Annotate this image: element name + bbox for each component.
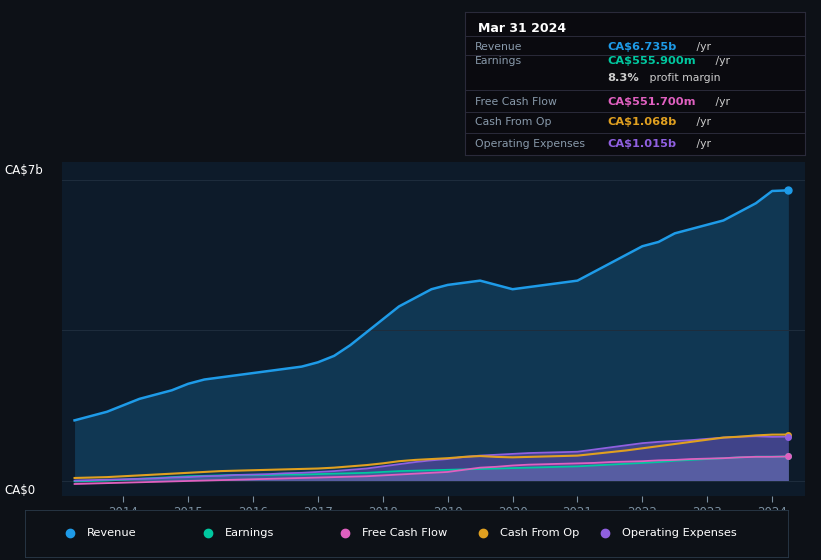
Text: CA$551.700m: CA$551.700m [608,96,696,106]
Text: /yr: /yr [712,96,730,106]
Text: Free Cash Flow: Free Cash Flow [362,529,447,538]
Text: Cash From Op: Cash From Op [475,117,552,127]
Text: Mar 31 2024: Mar 31 2024 [479,22,566,35]
Text: /yr: /yr [712,56,730,66]
Text: CA$0: CA$0 [4,483,35,497]
Text: CA$1.068b: CA$1.068b [608,117,677,127]
Text: CA$7b: CA$7b [4,164,43,178]
Text: Free Cash Flow: Free Cash Flow [475,96,557,106]
Text: Cash From Op: Cash From Op [499,529,579,538]
Text: /yr: /yr [693,139,711,149]
Text: Revenue: Revenue [475,41,522,52]
Text: Revenue: Revenue [87,529,137,538]
Text: /yr: /yr [693,117,711,127]
Text: Operating Expenses: Operating Expenses [475,139,585,149]
Text: CA$555.900m: CA$555.900m [608,56,696,66]
Text: Operating Expenses: Operating Expenses [621,529,736,538]
Text: Earnings: Earnings [225,529,274,538]
Text: CA$6.735b: CA$6.735b [608,41,677,52]
Text: 8.3%: 8.3% [608,73,640,83]
Text: CA$1.015b: CA$1.015b [608,139,677,149]
Text: /yr: /yr [693,41,711,52]
Text: Earnings: Earnings [475,56,522,66]
Text: profit margin: profit margin [645,73,720,83]
